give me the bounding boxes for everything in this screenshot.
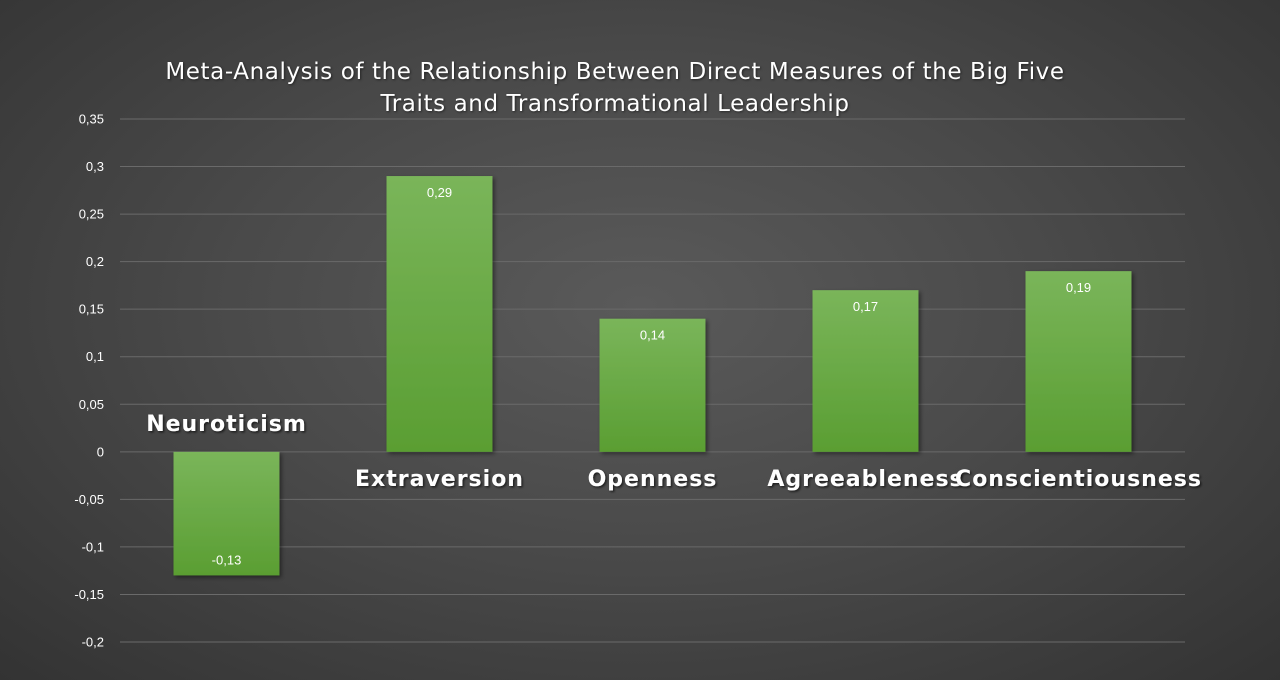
y-tick-label: 0,05 — [79, 397, 104, 412]
data-label-openness: 0,14 — [640, 328, 665, 343]
y-tick-label: 0,15 — [79, 302, 104, 317]
category-label-conscientiousness: Conscientiousness — [955, 467, 1202, 492]
y-axis-ticks: -0,2 -0,15 -0,1 -0,05 0 0,05 0,1 0,15 0,2 0,25 0,3… — [74, 112, 104, 650]
y-tick-label: 0,35 — [79, 112, 104, 127]
data-label-conscientiousness: 0,19 — [1066, 280, 1091, 295]
bars — [173, 176, 1132, 576]
y-tick-label: -0,1 — [82, 539, 104, 554]
category-label-agreeableness: Agreeableness — [767, 467, 963, 492]
chart-title-line-2: Traits and Transformational Leadership — [380, 91, 850, 117]
category-label-openness: Openness — [588, 467, 718, 492]
y-tick-label: -0,2 — [82, 635, 104, 650]
y-tick-label: 0 — [97, 444, 104, 459]
data-labels: -0,13 0,29 0,14 0,17 0,19 — [212, 185, 1091, 567]
y-tick-label: 0,3 — [86, 159, 104, 174]
y-tick-label: 0,25 — [79, 207, 104, 222]
y-tick-label: -0,05 — [74, 492, 104, 507]
data-label-neuroticism: -0,13 — [212, 552, 242, 567]
bar-openness — [599, 318, 706, 452]
chart-title-line-1: Meta-Analysis of the Relationship Betwee… — [165, 59, 1065, 85]
category-label-extraversion: Extraversion — [355, 467, 524, 492]
bar-neuroticism — [173, 451, 280, 576]
y-tick-label: -0,15 — [74, 587, 104, 602]
y-tick-label: 0,1 — [86, 349, 104, 364]
y-tick-label: 0,2 — [86, 254, 104, 269]
data-label-agreeableness: 0,17 — [853, 299, 878, 314]
bar-extraversion — [386, 176, 493, 452]
bar-conscientiousness — [1025, 271, 1132, 452]
chart-title: Meta-Analysis of the Relationship Betwee… — [100, 56, 1130, 120]
data-label-extraversion: 0,29 — [427, 185, 452, 200]
category-labels: Neuroticism Extraversion Openness Agreeable… — [146, 412, 1202, 492]
bar-agreeableness — [812, 290, 919, 452]
category-label-neuroticism: Neuroticism — [146, 412, 307, 437]
